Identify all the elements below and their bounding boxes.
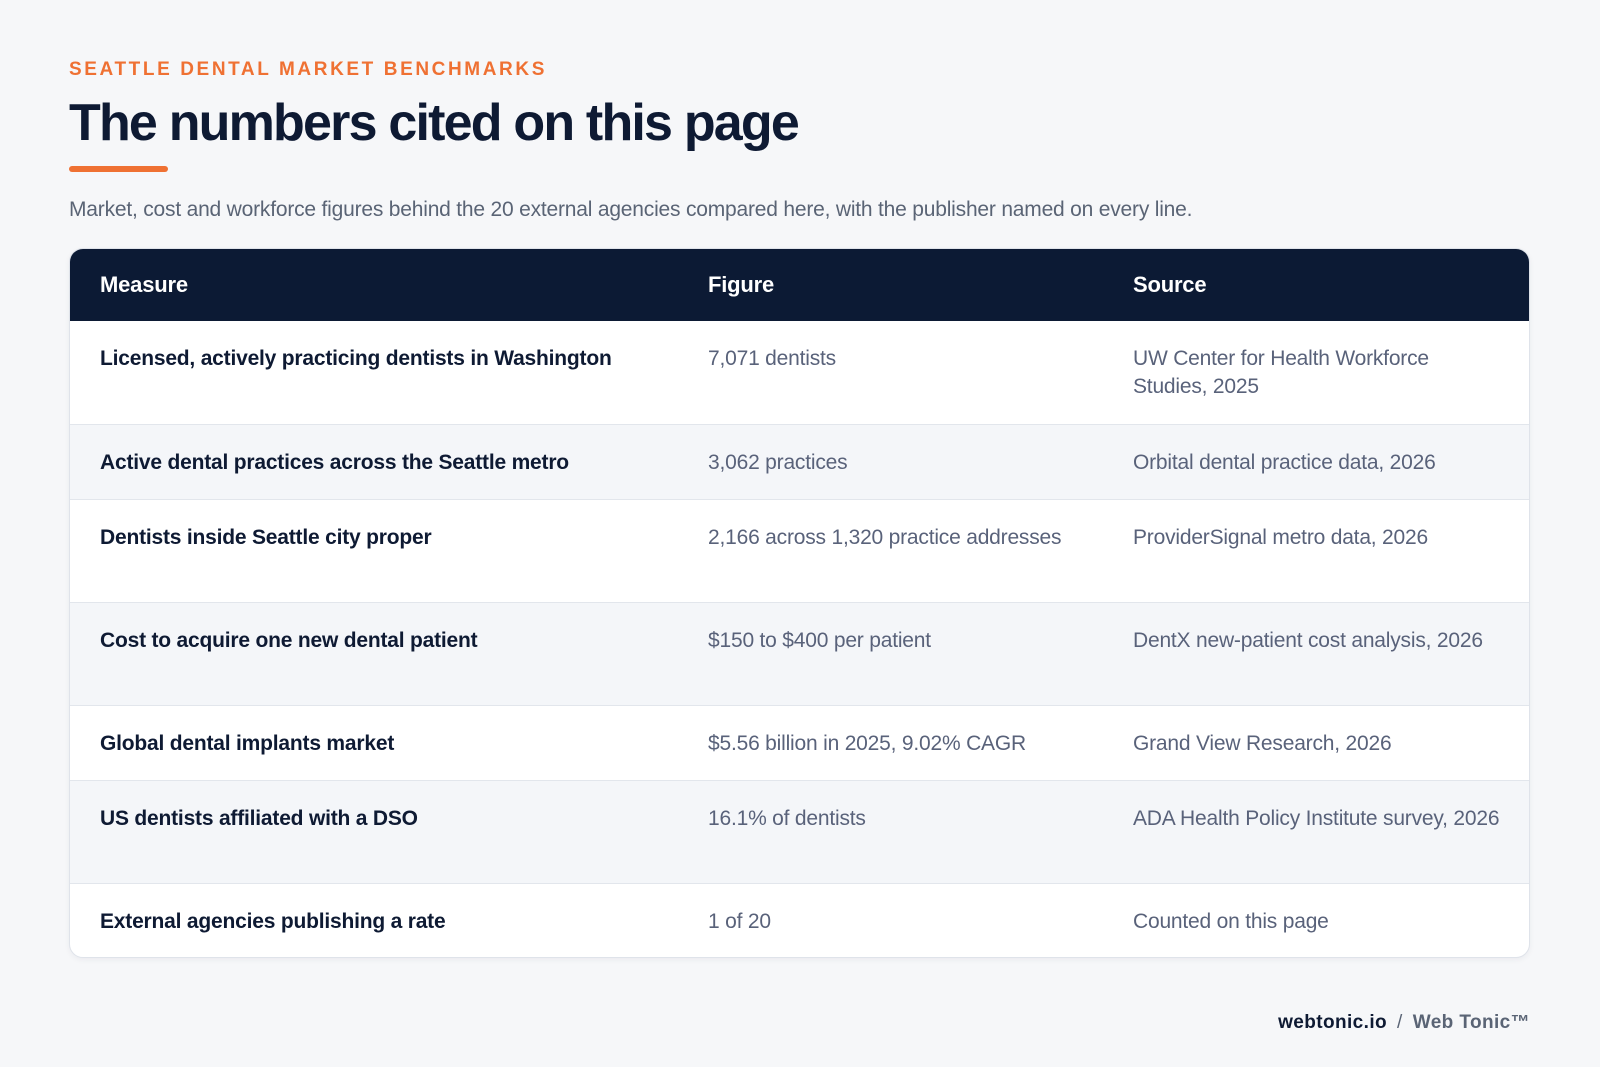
page-subtitle: Market, cost and workforce figures behin… xyxy=(69,198,1193,221)
measure-cell: Dentists inside Seattle city proper xyxy=(100,525,432,549)
measure-cell: Global dental implants market xyxy=(100,731,395,755)
footer-brand: Web Tonic™ xyxy=(1412,1012,1530,1033)
figure-cell: $150 to $400 per patient xyxy=(708,628,931,652)
figure-cell: 16.1% of dentists xyxy=(708,806,866,830)
table-row: Active dental practices across the Seatt… xyxy=(70,424,1529,499)
source-cell: ADA Health Policy Institute survey, 2026 xyxy=(1133,806,1500,830)
column-header-figure: Figure xyxy=(708,272,775,297)
source-cell: Orbital dental practice data, 2026 xyxy=(1133,450,1436,474)
measure-cell: Licensed, actively practicing dentists i… xyxy=(100,347,612,370)
table-header-row: Measure Figure Source xyxy=(70,249,1529,321)
source-cell: ProviderSignal metro data, 2026 xyxy=(1133,525,1428,549)
footer-separator: / xyxy=(1397,1012,1403,1033)
measure-cell: Active dental practices across the Seatt… xyxy=(100,450,569,474)
table-row: External agencies publishing a rate 1 of… xyxy=(70,883,1529,957)
title-accent-bar xyxy=(69,166,168,172)
table-row: US dentists affiliated with a DSO 16.1% … xyxy=(70,780,1529,883)
measure-cell: External agencies publishing a rate xyxy=(100,909,446,933)
benchmarks-table-card: Measure Figure Source Licensed, actively… xyxy=(69,248,1530,958)
footer-credit: webtonic.io / Web Tonic™ xyxy=(1278,1012,1530,1034)
table-row: Dentists inside Seattle city proper 2,16… xyxy=(70,499,1529,602)
source-cell: Counted on this page xyxy=(1133,909,1329,933)
source-cell: UW Center for Health Workforce Studies, … xyxy=(1133,347,1429,398)
figure-cell: 1 of 20 xyxy=(708,909,771,933)
column-header-source: Source xyxy=(1133,272,1207,297)
page-title: The numbers cited on this page xyxy=(69,94,800,152)
figure-cell: 3,062 practices xyxy=(708,450,848,474)
eyebrow-label: SEATTLE DENTAL MARKET BENCHMARKS xyxy=(69,59,547,80)
measure-cell: Cost to acquire one new dental patient xyxy=(100,628,478,652)
table-row: Cost to acquire one new dental patient $… xyxy=(70,602,1529,705)
column-header-measure: Measure xyxy=(100,272,188,297)
benchmarks-table: Measure Figure Source Licensed, actively… xyxy=(70,249,1529,957)
table-row: Licensed, actively practicing dentists i… xyxy=(70,321,1529,424)
table-row: Global dental implants market $5.56 bill… xyxy=(70,705,1529,780)
figure-cell: 2,166 across 1,320 practice addresses xyxy=(708,525,1062,549)
figure-cell: $5.56 billion in 2025, 9.02% CAGR xyxy=(708,731,1026,755)
measure-cell: US dentists affiliated with a DSO xyxy=(100,806,418,830)
source-cell: Grand View Research, 2026 xyxy=(1133,731,1392,755)
source-cell: DentX new-patient cost analysis, 2026 xyxy=(1133,628,1483,652)
footer-domain: webtonic.io xyxy=(1278,1012,1388,1033)
figure-cell: 7,071 dentists xyxy=(708,347,836,370)
